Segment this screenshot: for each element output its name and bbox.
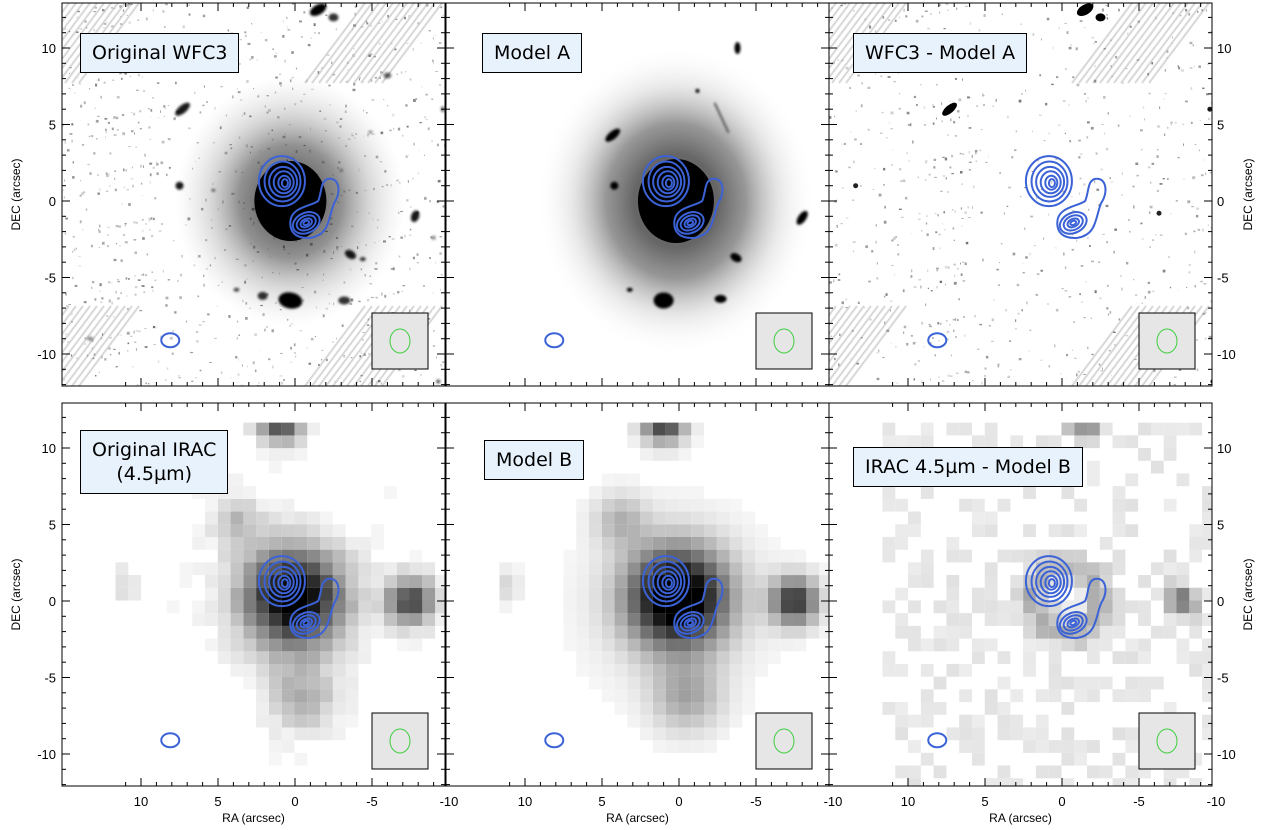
y-tick-label-left: 10 [42,41,56,56]
y-tick-label-left: -10 [37,747,56,762]
x-axis-title: RA (arcsec) [606,811,669,825]
y-axis-title-left: DEC (arcsec) [9,558,23,630]
x-tick-label: 10 [134,794,148,809]
y-tick-label-left: -5 [44,671,56,686]
x-tick-label: 5 [598,794,605,809]
y-axis-title-right: DEC (arcsec) [1241,558,1255,630]
y-tick-label-right: 0 [1217,194,1224,209]
panel-label-modelB: Model B [484,440,584,480]
x-tick-label: 10 [901,794,915,809]
x-axis-title: RA (arcsec) [222,811,285,825]
x-axis-title: RA (arcsec) [989,811,1052,825]
x-tick-label: -5 [1133,794,1145,809]
panel-label-modelA: Model A [482,33,582,73]
x-tick-label: 0 [675,794,682,809]
y-tick-label-left: -10 [37,347,56,362]
x-tick-label: -5 [366,794,378,809]
y-tick-label-right: 0 [1217,594,1224,609]
x-tick-label: -5 [750,794,762,809]
y-tick-label-right: 5 [1217,518,1224,533]
y-tick-label-right: -10 [1217,747,1236,762]
panel-label-wfc3: Original WFC3 [80,33,239,73]
y-axis-title-right: DEC (arcsec) [1241,158,1255,230]
y-tick-label-right: -10 [1217,347,1236,362]
y-tick-label-left: 10 [42,441,56,456]
y-tick-label-right: 10 [1217,41,1231,56]
y-tick-label-right: -5 [1217,271,1229,286]
y-tick-label-left: 5 [49,518,56,533]
panel-label-irac: Original IRAC (4.5µm) [80,430,228,494]
y-tick-label-left: -5 [44,271,56,286]
x-tick-label: 5 [214,794,221,809]
panel-label-residA: WFC3 - Model A [853,33,1027,73]
panel-label-residB: IRAC 4.5µm - Model B [853,447,1083,487]
x-tick-label: 5 [981,794,988,809]
x-tick-label: 10 [518,794,532,809]
y-tick-label-left: 5 [49,118,56,133]
y-tick-label-left: 0 [49,194,56,209]
y-tick-label-right: 5 [1217,118,1224,133]
y-axis-title-left: DEC (arcsec) [9,158,23,230]
x-tick-label: 0 [291,794,298,809]
y-tick-label-right: -5 [1217,671,1229,686]
x-tick-label: -10 [440,794,459,809]
x-tick-label: -10 [824,794,843,809]
y-tick-label-right: 10 [1217,441,1231,456]
x-tick-label: 0 [1058,794,1065,809]
x-tick-label: -10 [1207,794,1226,809]
y-tick-label-left: 0 [49,594,56,609]
